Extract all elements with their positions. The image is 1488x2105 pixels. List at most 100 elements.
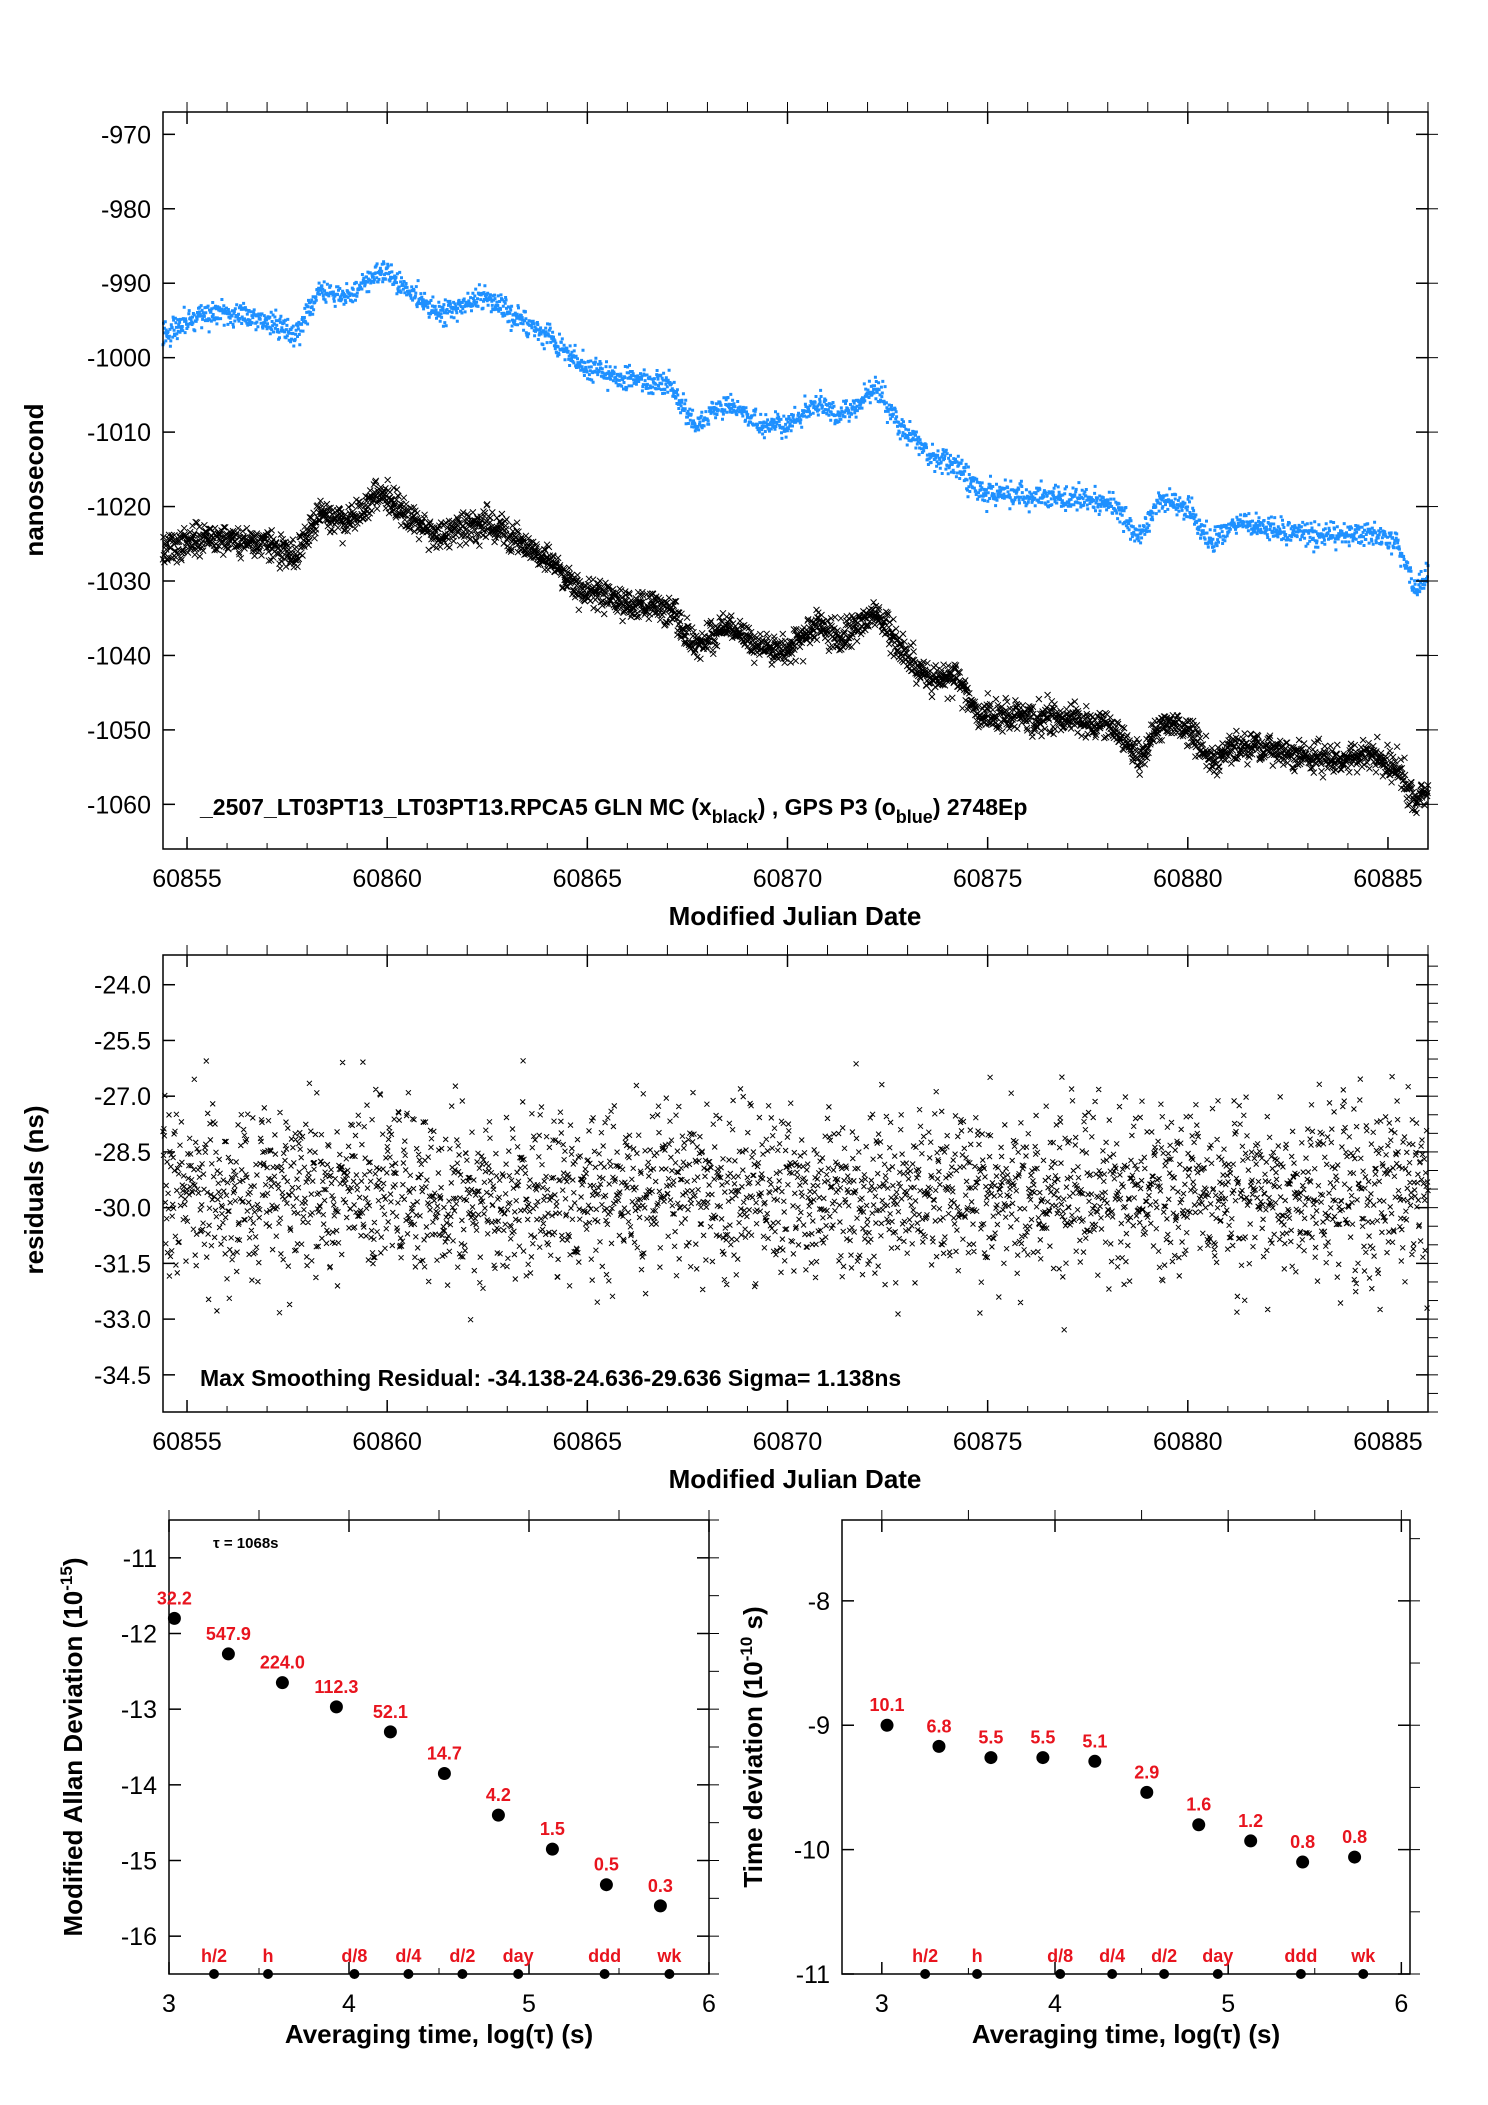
tau-annotation: τ = 1068s — [213, 1535, 279, 1552]
y-tick-label: -11 — [123, 1545, 157, 1573]
deviation-label: 1.5 — [540, 1819, 565, 1839]
gps-points — [161, 260, 1430, 597]
deviation-point — [599, 1878, 613, 1892]
interval-marker — [513, 1969, 524, 1979]
deviation-point — [437, 1766, 451, 1780]
interval-marker — [457, 1969, 468, 1979]
tdev-frame — [841, 1519, 1411, 1975]
deviation-label: 224.0 — [260, 1653, 305, 1673]
interval-label: d/2 — [1151, 1946, 1177, 1966]
time-series-frame — [162, 111, 1429, 850]
allan-xlabel: Averaging time, log(τ) (s) — [285, 2019, 593, 2049]
deviation-point — [167, 1611, 181, 1625]
x-tick-label: 60860 — [352, 1428, 422, 1456]
x-tick-label: 60875 — [953, 865, 1023, 893]
y-tick-label: -1000 — [87, 345, 151, 373]
residuals-marks — [160, 1057, 1431, 1333]
interval-label: ddd — [588, 1946, 621, 1966]
interval-marker — [920, 1969, 931, 1979]
deviation-label: 2.9 — [1134, 1762, 1159, 1782]
time-deviation-panel: 3 4 5 6 -8 -9 -10 -11 10.1 6.8 5.5 5.5 5.1 2.9 1.6 1.2… — [737, 1510, 1420, 2049]
x-tick-label: 4 — [1048, 1990, 1062, 2018]
deviation-label: 5.5 — [978, 1728, 1003, 1748]
deviation-label: 547.9 — [206, 1624, 251, 1644]
interval-label: ddd — [1284, 1946, 1317, 1966]
time-series-marks — [159, 260, 1432, 817]
y-tick-label: -13 — [121, 1696, 157, 1724]
deviation-point — [1088, 1754, 1102, 1768]
allan-ylabel-main: Modified Allan Deviation (10 — [58, 1591, 88, 1937]
residuals-panel: 60855 60860 60865 60870 60875 60880 60885 -24.0… — [19, 945, 1438, 1494]
interval-label: day — [503, 1946, 534, 1966]
interval-marker — [1295, 1969, 1306, 1979]
y-tick-label: -8 — [808, 1588, 830, 1616]
deviation-point — [329, 1700, 343, 1714]
residuals-xlabel: Modified Julian Date — [669, 1464, 922, 1494]
deviation-point — [1296, 1855, 1310, 1869]
interval-label: h/2 — [912, 1946, 938, 1966]
interval-marker — [1358, 1969, 1369, 1979]
allan-axes: 3 4 5 6 -11 -12 -13 -14 -15 -16 — [121, 1510, 719, 2018]
y-tick-label: -1030 — [87, 568, 151, 596]
deviation-label: 14.7 — [427, 1743, 462, 1763]
deviation-point — [932, 1739, 946, 1753]
deviation-point — [545, 1842, 559, 1856]
x-tick-label: 6 — [702, 1990, 716, 2018]
interval-label: day — [1202, 1946, 1233, 1966]
deviation-point — [221, 1647, 235, 1661]
interval-marker — [403, 1969, 414, 1979]
x-tick-label: 5 — [1221, 1990, 1235, 2018]
x-tick-label: 60870 — [753, 865, 823, 893]
interval-label: d/4 — [1099, 1946, 1125, 1966]
x-tick-label: 6 — [1394, 1990, 1408, 2018]
tdev-ylabel: Time deviation (10-10 s) — [737, 1606, 768, 1887]
residuals-annotation: Max Smoothing Residual: -34.138-24.636-2… — [200, 1365, 901, 1391]
interval-marker — [349, 1969, 360, 1979]
x-tick-label: 60855 — [152, 865, 222, 893]
residual-points — [160, 1057, 1431, 1333]
interval-label: d/2 — [449, 1946, 475, 1966]
deviation-label: 1.6 — [1186, 1795, 1211, 1815]
y-tick-label: -15 — [121, 1848, 157, 1876]
x-tick-label: 60870 — [753, 1428, 823, 1456]
tdev-ylabel-exp: -10 — [737, 1637, 756, 1662]
interval-label: h — [263, 1946, 274, 1966]
deviation-point — [491, 1808, 505, 1822]
y-tick-label: -10 — [794, 1837, 830, 1865]
y-tick-label: -970 — [101, 121, 151, 149]
y-tick-label: -980 — [101, 196, 151, 224]
allan-marks: 32.2 547.9 224.0 112.3 52.1 14.7 4.2 1.5 0.5 0.3 h… — [157, 1588, 682, 1979]
x-tick-label: 5 — [522, 1990, 536, 2018]
deviation-label: 112.3 — [314, 1677, 358, 1697]
y-tick-label: -9 — [808, 1712, 830, 1740]
interval-label: wk — [656, 1946, 682, 1966]
y-tick-label: -30.0 — [94, 1195, 151, 1223]
y-tick-label: -12 — [121, 1621, 157, 1649]
y-tick-label: -1010 — [87, 419, 151, 447]
allan-ylabel-end: ) — [58, 1558, 88, 1567]
y-tick-label: -33.0 — [94, 1306, 151, 1334]
tdev-marks: 10.1 6.8 5.5 5.5 5.1 2.9 1.6 1.2 0.8 0.8 h/2 h d/8 d/… — [870, 1695, 1376, 1979]
interval-marker — [1107, 1969, 1118, 1979]
title-end: ) 2748Ep — [933, 794, 1028, 820]
y-tick-label: -31.5 — [94, 1250, 151, 1278]
deviation-point — [275, 1676, 289, 1690]
x-tick-label: 60885 — [1353, 865, 1423, 893]
x-tick-label: 60880 — [1153, 865, 1223, 893]
deviation-point — [880, 1718, 894, 1732]
title-mid: ) , GPS P3 (o — [758, 794, 896, 820]
time-series-annotation: _2507_LT03PT13_LT03PT13.RPCA5 GLN MC (xb… — [199, 794, 1027, 827]
interval-marker — [1212, 1969, 1223, 1979]
allan-deviation-panel: 3 4 5 6 -11 -12 -13 -14 -15 -16 32.2 547.9 224.0 112… — [57, 1510, 719, 2049]
interval-label: d/8 — [1047, 1946, 1073, 1966]
time-series-xlabel: Modified Julian Date — [669, 901, 922, 931]
deviation-label: 6.8 — [926, 1716, 951, 1736]
y-tick-label: -24.0 — [94, 972, 151, 1000]
y-tick-label: -28.5 — [94, 1139, 151, 1167]
y-tick-label: -1020 — [87, 494, 151, 522]
allan-ylabel-exp: -15 — [57, 1566, 76, 1591]
interval-marker — [1159, 1969, 1170, 1979]
interval-marker — [1055, 1969, 1066, 1979]
deviation-point — [383, 1725, 397, 1739]
y-tick-label: -11 — [796, 1961, 830, 1989]
